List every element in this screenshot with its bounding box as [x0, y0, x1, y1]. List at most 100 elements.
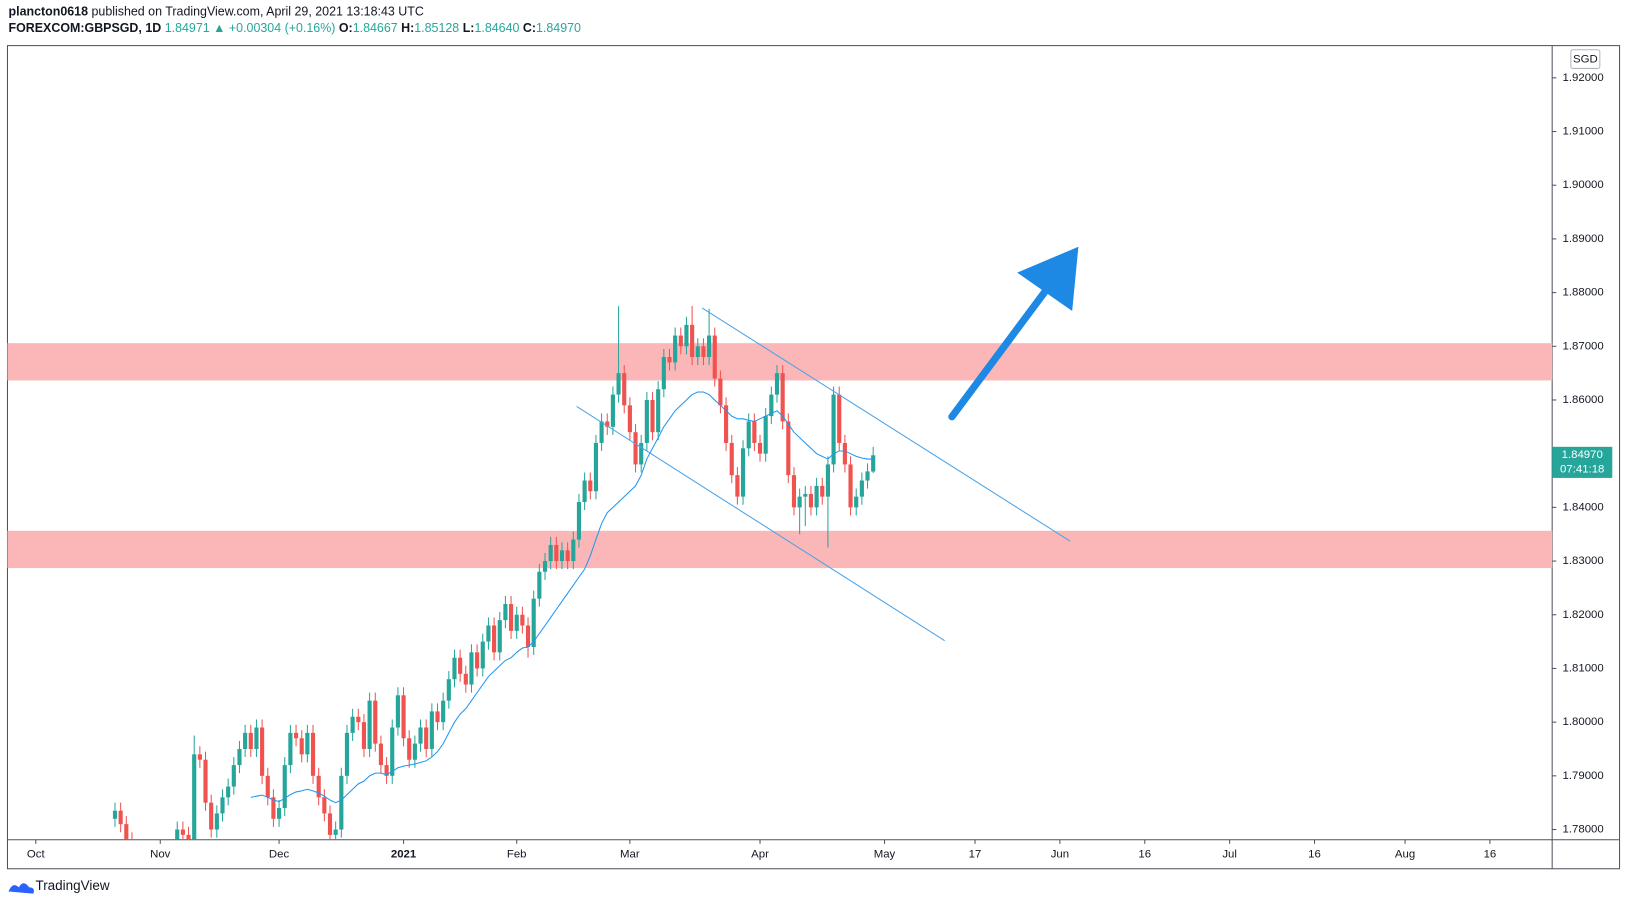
- ohlc-label: L:: [463, 21, 475, 35]
- x-tick-label: Dec: [269, 848, 290, 860]
- candle-body: [820, 485, 825, 497]
- candle-body: [508, 604, 514, 631]
- currency: SGD: [1573, 54, 1598, 66]
- trendline-lower: [576, 405, 945, 642]
- y-tick-label: 1.79000: [1563, 770, 1604, 782]
- candle-body: [599, 421, 604, 443]
- candle-body: [429, 711, 434, 749]
- candle-body: [627, 405, 632, 433]
- y-tick-label: 1.82000: [1563, 609, 1604, 621]
- candle-body: [418, 727, 423, 744]
- x-tick-label: Aug: [1395, 848, 1415, 860]
- candle-body: [333, 829, 338, 835]
- candle-body: [384, 765, 389, 776]
- candle-body: [237, 748, 242, 766]
- candle-body: [639, 442, 644, 465]
- currency-box: [1570, 49, 1601, 69]
- candle-body: [752, 421, 757, 443]
- candle-body: [401, 695, 406, 739]
- candle-body: [610, 394, 615, 427]
- candle-body: [475, 652, 480, 669]
- candle-body: [407, 738, 412, 760]
- frame: [6, 45, 1621, 870]
- candle-body: [667, 357, 672, 363]
- x-tick-label: May: [874, 848, 896, 860]
- candle-body: [124, 824, 129, 840]
- y-tick-label: 1.78000: [1563, 824, 1604, 836]
- x-tick-label: Jun: [1051, 848, 1069, 860]
- candle-body: [565, 550, 570, 562]
- ohlc-label: O:: [339, 21, 353, 35]
- y-tick-label: 1.86000: [1563, 394, 1604, 406]
- candle-body: [582, 480, 587, 502]
- candle-body: [622, 373, 627, 406]
- x-tick-label: 16: [1138, 848, 1151, 860]
- price: 1.84971: [165, 21, 210, 35]
- candle-body: [865, 471, 870, 481]
- candle-body: [554, 544, 559, 562]
- y-tick-label: 1.87000: [1563, 340, 1604, 352]
- y-tick-label: 1.91000: [1563, 126, 1604, 138]
- candle-body: [339, 775, 344, 830]
- ohlc-value: 1.84667: [353, 21, 398, 35]
- header-line-1: plancton0618 published on TradingView.co…: [9, 5, 424, 19]
- countdown: 07:41:18: [1560, 464, 1604, 476]
- candle-body: [520, 614, 525, 626]
- candle-body: [378, 743, 383, 766]
- candle-body: [441, 700, 446, 723]
- candle-body: [684, 324, 689, 347]
- candle-body: [480, 641, 485, 669]
- candle-body: [537, 571, 542, 599]
- last-price-box: [1552, 446, 1613, 478]
- candle-body: [774, 373, 780, 395]
- candle-body: [842, 442, 847, 465]
- x-tick-label: Nov: [150, 848, 171, 860]
- y-tick-label: 1.83000: [1563, 555, 1604, 567]
- candle-body: [412, 743, 417, 760]
- candle-body: [559, 550, 565, 562]
- candle-body: [112, 810, 118, 819]
- candle-body: [859, 480, 864, 497]
- candle-body: [593, 442, 599, 492]
- x-tick-label: Feb: [507, 848, 527, 860]
- plot: [112, 306, 876, 840]
- candle-body: [350, 716, 355, 733]
- candle-body: [707, 335, 712, 358]
- x-tick-label: 16: [1484, 848, 1497, 860]
- candle-body: [220, 797, 225, 814]
- y-tick-label: 1.90000: [1563, 179, 1604, 191]
- candle-body: [390, 727, 395, 776]
- candle-body: [503, 604, 508, 621]
- candle-body: [656, 389, 661, 433]
- x-tick-label: Jul: [1222, 848, 1237, 860]
- y-tick-label: 1.81000: [1563, 662, 1604, 674]
- resistance-zone: [7, 343, 1553, 381]
- candle-body: [367, 700, 372, 749]
- published: published on TradingView.com, April 29, …: [91, 5, 423, 19]
- candle-body: [197, 754, 202, 760]
- candle-body: [848, 464, 853, 508]
- candle-body: [231, 765, 236, 787]
- candle-body: [808, 493, 814, 508]
- candle-body: [435, 711, 440, 723]
- candle-body: [293, 732, 299, 739]
- candle-body: [735, 475, 740, 497]
- candle-body: [831, 394, 836, 465]
- candle-body: [723, 405, 729, 443]
- ohlc-value: 1.84640: [474, 21, 519, 35]
- candle-body: [825, 464, 830, 497]
- candle-body: [854, 496, 859, 508]
- candle-body: [769, 394, 774, 417]
- candle-body: [871, 455, 876, 472]
- ohlc-value: 1.85128: [414, 21, 459, 35]
- candle-body: [248, 732, 253, 749]
- candle-body: [542, 561, 548, 572]
- candle-body: [837, 394, 842, 443]
- candle-body: [288, 732, 293, 766]
- candle-body: [650, 399, 655, 433]
- candle-body: [203, 759, 208, 803]
- candle-body: [265, 775, 270, 798]
- candle-body: [118, 810, 123, 825]
